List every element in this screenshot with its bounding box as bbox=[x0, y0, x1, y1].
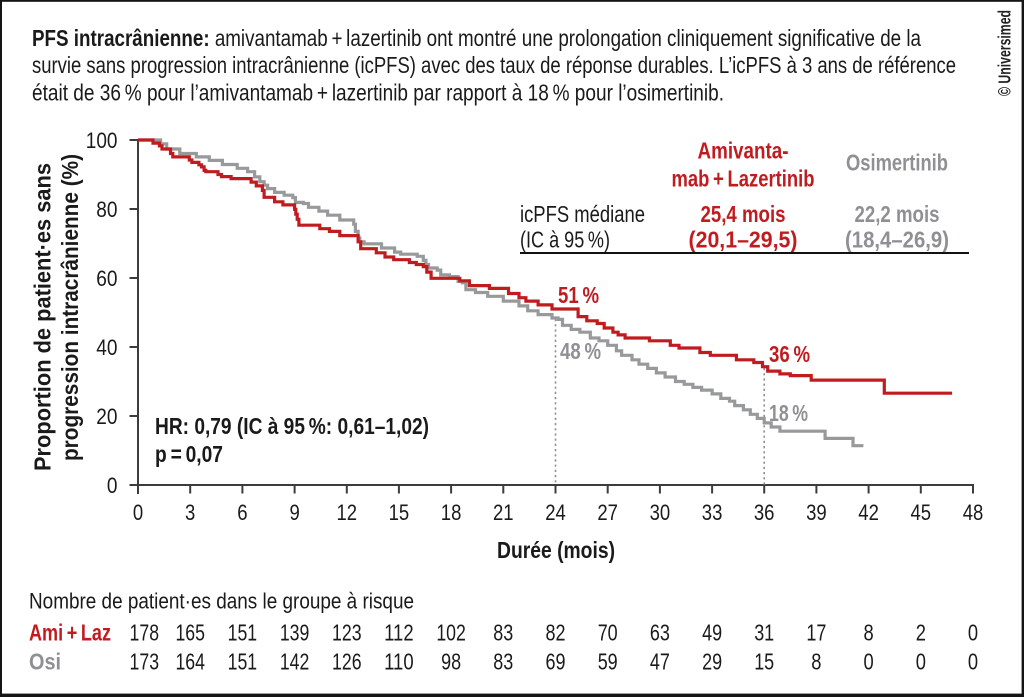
svg-text:0: 0 bbox=[133, 500, 143, 525]
svg-text:63: 63 bbox=[650, 620, 670, 646]
svg-text:100: 100 bbox=[86, 128, 118, 153]
svg-text:29: 29 bbox=[702, 649, 722, 675]
svg-text:0: 0 bbox=[968, 620, 978, 646]
svg-text:45: 45 bbox=[911, 500, 932, 525]
svg-text:17: 17 bbox=[806, 620, 826, 646]
svg-text:98: 98 bbox=[441, 649, 461, 675]
svg-text:24: 24 bbox=[545, 500, 566, 525]
svg-text:27: 27 bbox=[597, 500, 618, 525]
svg-text:21: 21 bbox=[493, 500, 514, 525]
svg-text:18 %: 18 % bbox=[769, 400, 808, 426]
svg-text:Osimertinib: Osimertinib bbox=[846, 150, 948, 176]
svg-text:p = 0,07: p = 0,07 bbox=[155, 441, 223, 467]
svg-text:Amivanta-: Amivanta- bbox=[698, 138, 789, 164]
svg-text:164: 164 bbox=[175, 649, 205, 675]
svg-text:était de 36 % pour l’amivantam: était de 36 % pour l’amivantamab + lazer… bbox=[32, 79, 724, 105]
svg-text:Ami + Laz: Ami + Laz bbox=[29, 620, 111, 646]
svg-text:12: 12 bbox=[337, 500, 358, 525]
svg-text:(18,4–26,9): (18,4–26,9) bbox=[845, 227, 949, 253]
svg-text:Proportion de patient·es sans: Proportion de patient·es sans bbox=[30, 163, 56, 471]
svg-text:165: 165 bbox=[175, 620, 205, 646]
svg-text:110: 110 bbox=[384, 649, 414, 675]
svg-text:123: 123 bbox=[332, 620, 362, 646]
svg-text:36: 36 bbox=[754, 500, 775, 525]
svg-text:102: 102 bbox=[436, 620, 466, 646]
svg-text:survie sans progression intrac: survie sans progression intracrânienne (… bbox=[32, 52, 956, 78]
svg-text:69: 69 bbox=[546, 649, 566, 675]
svg-text:8: 8 bbox=[864, 620, 874, 646]
svg-text:(20,1–29,5): (20,1–29,5) bbox=[689, 227, 798, 253]
svg-text:139: 139 bbox=[280, 620, 310, 646]
svg-text:142: 142 bbox=[280, 649, 310, 675]
svg-text:48 %: 48 % bbox=[560, 338, 601, 364]
svg-text:mab + Lazertinib: mab + Lazertinib bbox=[672, 166, 815, 192]
svg-text:33: 33 bbox=[702, 500, 723, 525]
svg-text:47: 47 bbox=[650, 649, 670, 675]
svg-text:0: 0 bbox=[916, 649, 926, 675]
svg-text:6: 6 bbox=[237, 500, 247, 525]
svg-text:83: 83 bbox=[493, 620, 513, 646]
svg-text:8: 8 bbox=[811, 649, 821, 675]
svg-text:HR: 0,79 (IC à 95 %: 0,61–1,02: HR: 0,79 (IC à 95 %: 0,61–1,02) bbox=[155, 413, 429, 439]
svg-text:0: 0 bbox=[107, 473, 118, 498]
svg-text:0: 0 bbox=[864, 649, 874, 675]
svg-text:15: 15 bbox=[389, 500, 410, 525]
svg-text:60: 60 bbox=[96, 266, 117, 291]
svg-text:progression intracrânienne (%): progression intracrânienne (%) bbox=[57, 154, 83, 461]
svg-text:22,2 mois: 22,2 mois bbox=[855, 201, 940, 227]
svg-text:83: 83 bbox=[493, 649, 513, 675]
svg-text:178: 178 bbox=[130, 620, 160, 646]
svg-text:151: 151 bbox=[228, 620, 258, 646]
svg-text:15: 15 bbox=[754, 649, 774, 675]
svg-text:Nombre de patient·es dans le g: Nombre de patient·es dans le groupe à ri… bbox=[29, 589, 414, 614]
svg-text:(IC à 95 %): (IC à 95 %) bbox=[520, 227, 610, 253]
svg-text:2: 2 bbox=[916, 620, 926, 646]
svg-text:3: 3 bbox=[185, 500, 195, 525]
svg-text:Osi: Osi bbox=[29, 649, 61, 675]
svg-text:39: 39 bbox=[806, 500, 827, 525]
svg-text:© Universimed: © Universimed bbox=[995, 10, 1015, 96]
svg-text:31: 31 bbox=[754, 620, 774, 646]
svg-text:PFS intracrânienne: amivantama: PFS intracrânienne: amivantamab + lazert… bbox=[32, 25, 921, 51]
svg-text:20: 20 bbox=[96, 404, 117, 429]
svg-text:126: 126 bbox=[332, 649, 362, 675]
svg-text:36 %: 36 % bbox=[769, 341, 810, 367]
svg-text:112: 112 bbox=[384, 620, 414, 646]
svg-text:80: 80 bbox=[96, 197, 117, 222]
svg-text:0: 0 bbox=[968, 649, 978, 675]
svg-text:9: 9 bbox=[289, 500, 299, 525]
svg-text:151: 151 bbox=[228, 649, 258, 675]
svg-text:59: 59 bbox=[598, 649, 618, 675]
svg-text:30: 30 bbox=[650, 500, 671, 525]
svg-text:82: 82 bbox=[546, 620, 566, 646]
svg-text:51 %: 51 % bbox=[558, 282, 599, 308]
svg-text:173: 173 bbox=[130, 649, 160, 675]
svg-text:18: 18 bbox=[441, 500, 462, 525]
svg-text:25,4 mois: 25,4 mois bbox=[701, 201, 786, 227]
svg-text:48: 48 bbox=[963, 500, 984, 525]
svg-text:icPFS médiane: icPFS médiane bbox=[520, 201, 645, 227]
svg-text:40: 40 bbox=[96, 335, 117, 360]
svg-text:42: 42 bbox=[858, 500, 879, 525]
svg-text:Durée (mois): Durée (mois) bbox=[497, 537, 615, 563]
svg-text:49: 49 bbox=[702, 620, 722, 646]
svg-text:70: 70 bbox=[598, 620, 618, 646]
